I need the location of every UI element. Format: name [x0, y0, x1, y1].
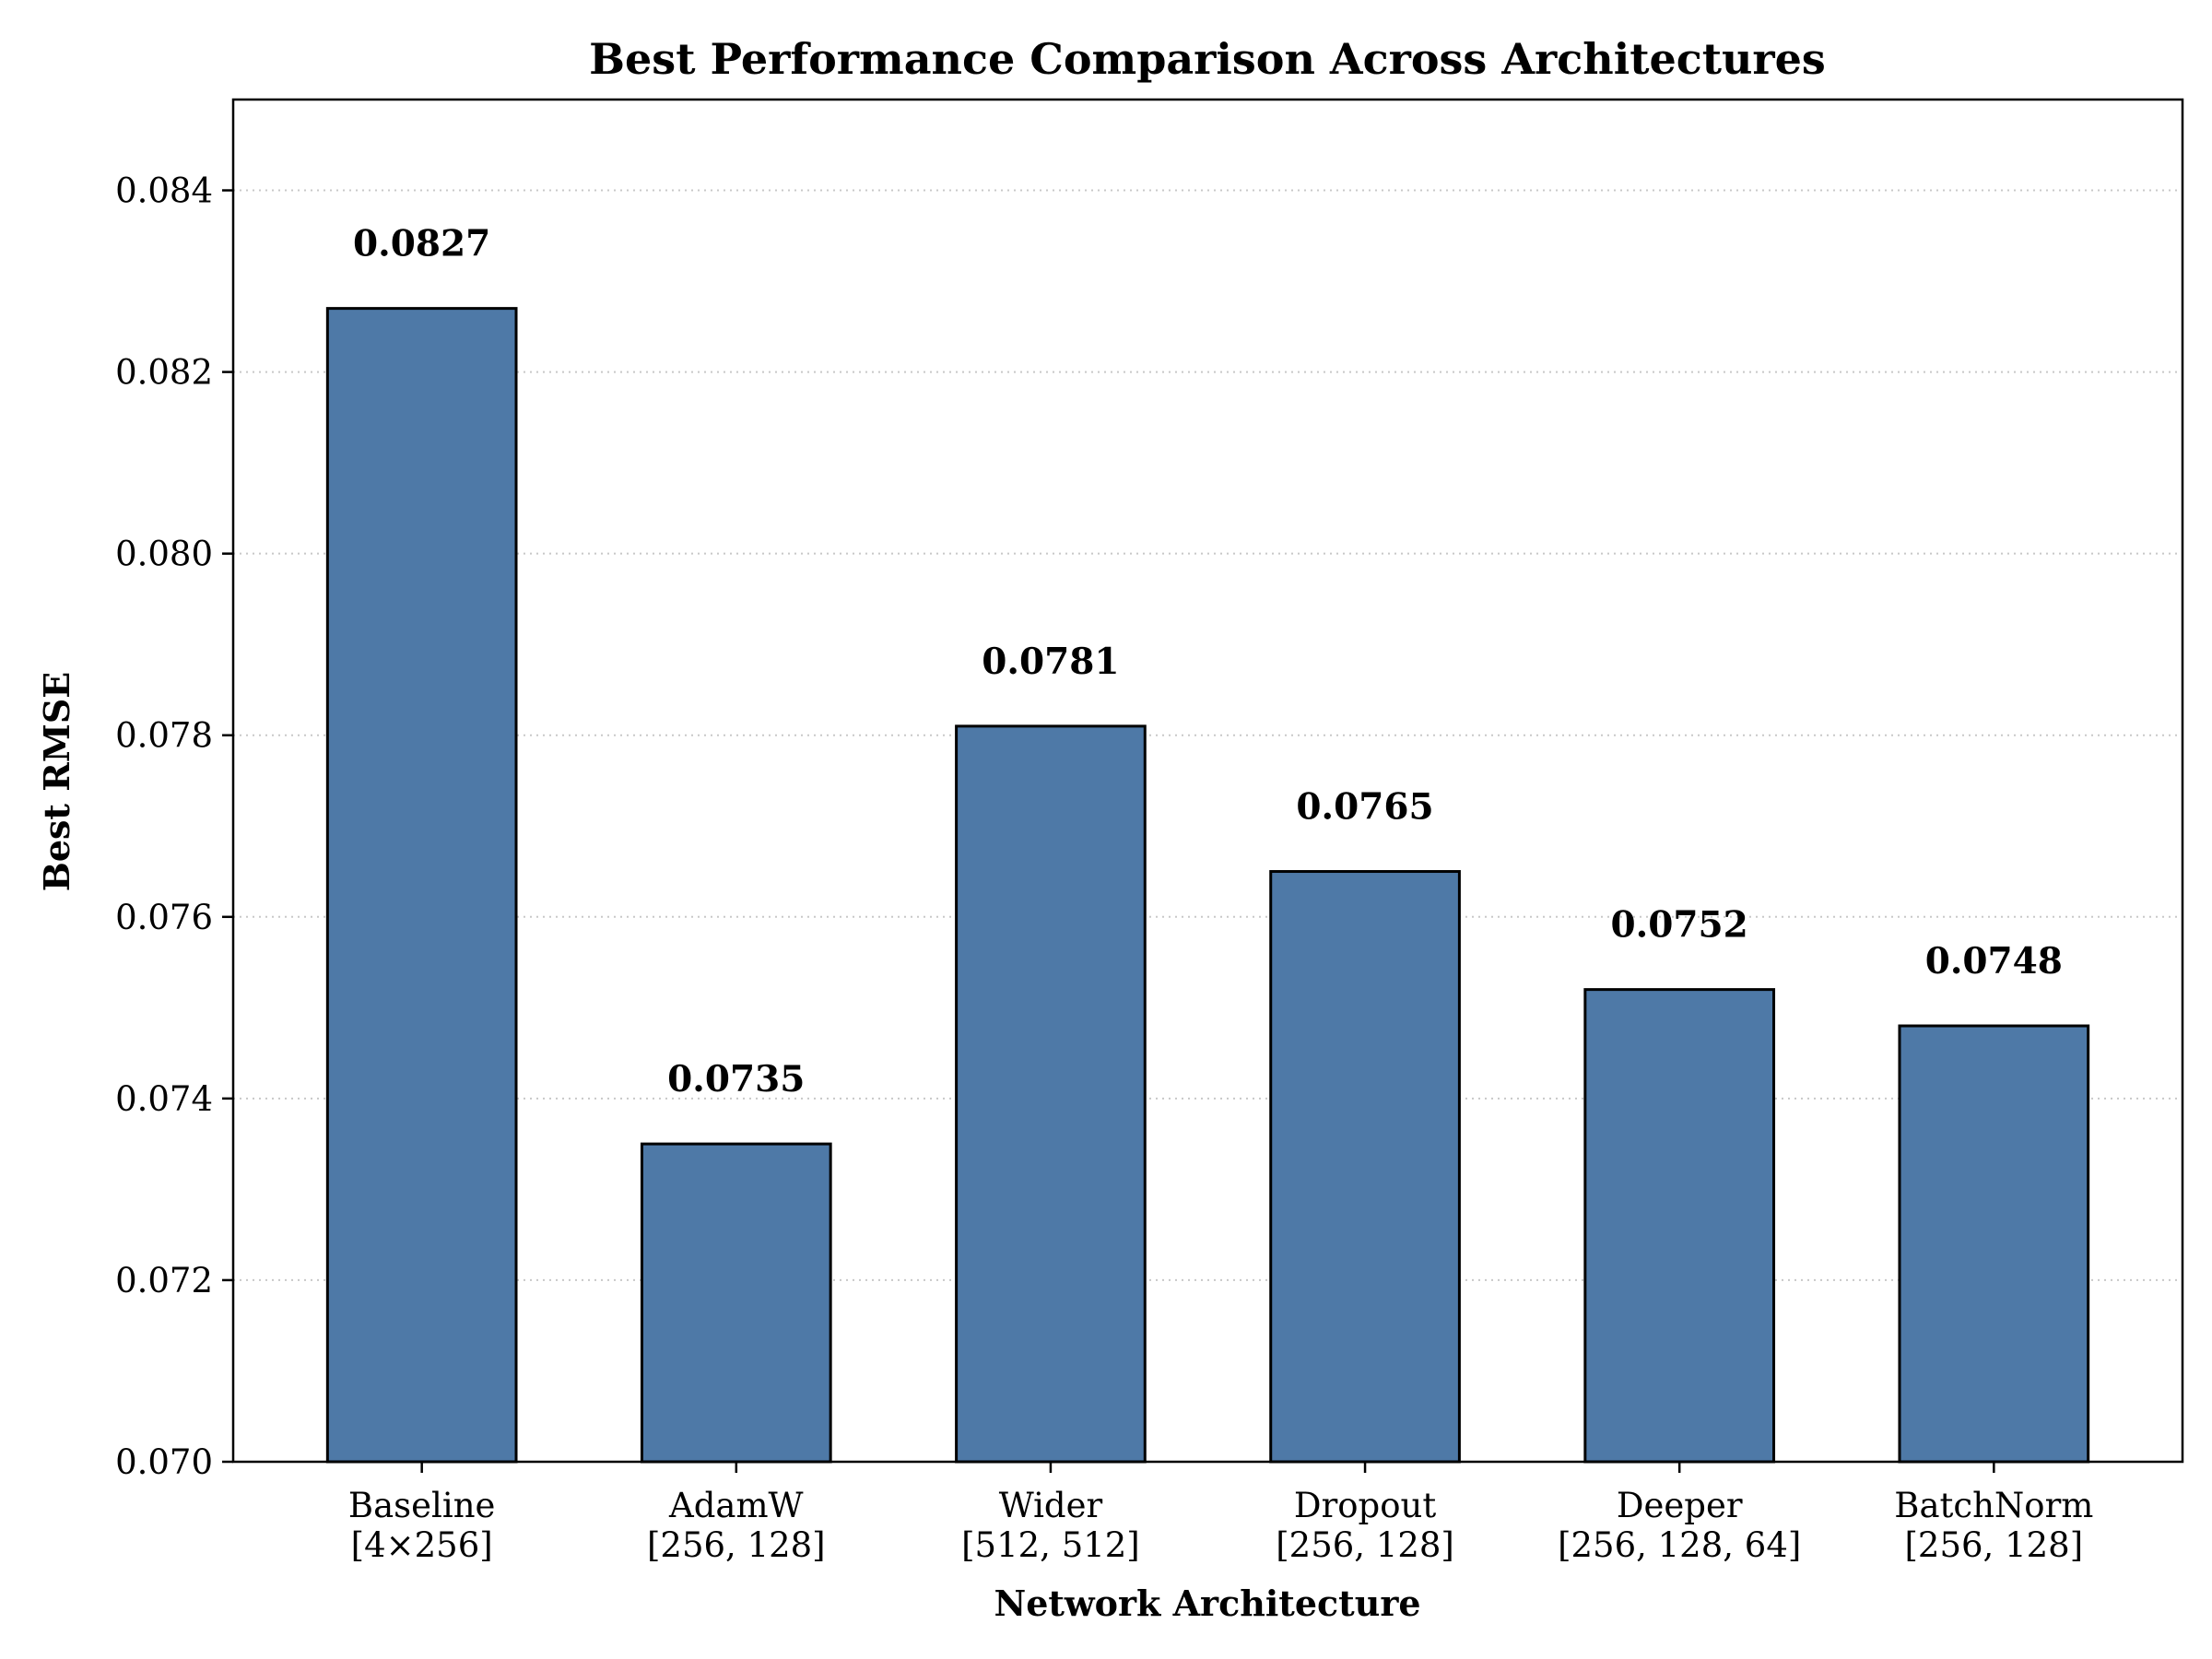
y-tick-label: 0.080	[115, 535, 213, 574]
y-tick-label: 0.070	[115, 1442, 213, 1482]
chart-title: Best Performance Comparison Across Archi…	[589, 34, 1826, 84]
y-tick-label: 0.072	[115, 1261, 213, 1300]
bar-value-label: 0.0752	[1611, 904, 1748, 947]
data-labels: 0.0827 0.0735 0.0781 0.0765 0.0752 0.0748	[353, 223, 2063, 1101]
bars	[325, 307, 2090, 1464]
x-tick-sublabel: [256, 128]	[1905, 1525, 2084, 1565]
x-axis-title: Network Architecture	[994, 1583, 1420, 1624]
bar-value-label: 0.0748	[1925, 940, 2063, 982]
x-tick-label: Baseline	[348, 1486, 496, 1525]
y-tick-label: 0.082	[115, 353, 213, 393]
bar	[955, 724, 1147, 1464]
bar	[1269, 870, 1461, 1464]
x-tick-label: AdamW	[668, 1486, 804, 1525]
x-tick-label: Wider	[999, 1486, 1103, 1525]
x-tick-label: Deeper	[1617, 1486, 1743, 1525]
bar-value-label: 0.0735	[667, 1058, 805, 1100]
bar	[1898, 1024, 2090, 1464]
bar-value-label: 0.0827	[353, 223, 490, 265]
x-tick-sublabel: [256, 128]	[1276, 1525, 1454, 1565]
x-tick-sublabel: [256, 128, 64]	[1558, 1525, 1801, 1565]
y-tick-label: 0.078	[115, 716, 213, 756]
y-tick-label: 0.084	[115, 171, 213, 211]
bar-value-label: 0.0781	[982, 641, 1119, 683]
bar	[325, 307, 518, 1464]
plot-frame	[231, 98, 2184, 1464]
bar	[1583, 988, 1776, 1464]
y-tick-label: 0.074	[115, 1079, 213, 1119]
x-axis: Baseline[4×256]AdamW[256, 128]Wider[512,…	[348, 1462, 2093, 1565]
x-tick-sublabel: [512, 512]	[961, 1525, 1140, 1565]
y-axis: 0.070 0.072 0.074 0.076 0.078 0.080 0.082 0.084	[115, 171, 233, 1482]
bar	[640, 1142, 832, 1464]
gridlines	[233, 189, 2183, 1281]
y-tick-label: 0.076	[115, 898, 213, 937]
x-tick-label: Dropout	[1294, 1486, 1436, 1525]
bar-value-label: 0.0765	[1296, 786, 1433, 829]
y-axis-title: Best RMSE	[36, 672, 77, 892]
x-tick-sublabel: [4×256]	[351, 1525, 493, 1565]
x-tick-label: BatchNorm	[1894, 1486, 2093, 1525]
x-tick-sublabel: [256, 128]	[647, 1525, 826, 1565]
